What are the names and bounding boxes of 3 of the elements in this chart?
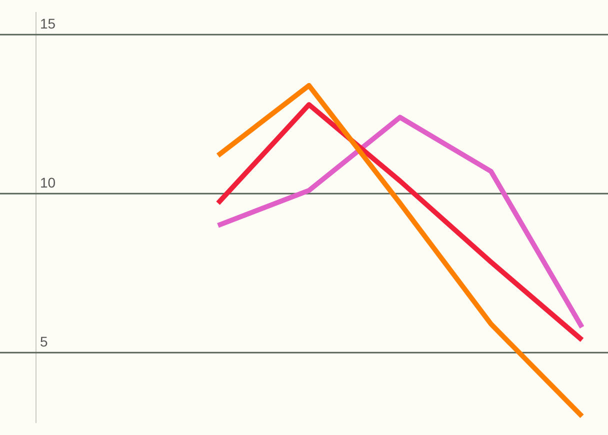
y-tick-label: 10: [40, 174, 56, 191]
y-tick-label: 5: [40, 334, 48, 350]
y-tick-label: 15: [40, 16, 56, 32]
